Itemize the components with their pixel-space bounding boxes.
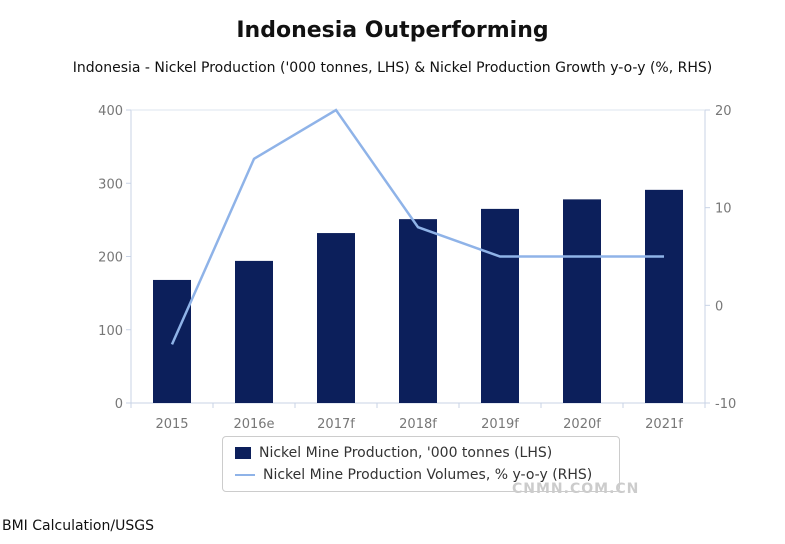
legend-label-bar: Nickel Mine Production, '000 tonnes (LHS… xyxy=(259,445,553,461)
chart-subtitle: Indonesia - Nickel Production ('000 tonn… xyxy=(72,60,713,76)
legend: Nickel Mine Production, '000 tonnes (LHS… xyxy=(222,436,620,492)
right-tick-label: 0 xyxy=(715,299,723,314)
x-tick-label: 2017f xyxy=(317,417,355,432)
x-tick-label: 2015 xyxy=(155,417,188,432)
legend-item-line: Nickel Mine Production Volumes, % y-o-y … xyxy=(235,467,592,483)
left-tick-label: 200 xyxy=(98,251,123,266)
right-tick-label: 20 xyxy=(715,104,732,119)
bar-2017f xyxy=(317,233,355,403)
right-tick-label: 10 xyxy=(715,202,732,217)
bar-2020f xyxy=(563,199,601,403)
legend-swatch-line xyxy=(235,474,255,476)
left-tick-label: 300 xyxy=(98,177,123,192)
left-tick-label: 400 xyxy=(98,104,123,119)
bar-2019f xyxy=(481,208,519,403)
bar-2018f xyxy=(399,219,437,403)
legend-swatch-bar xyxy=(235,447,251,459)
x-tick-label: 2020f xyxy=(563,417,601,432)
x-tick-label: 2021f xyxy=(645,417,683,432)
legend-item-bar: Nickel Mine Production, '000 tonnes (LHS… xyxy=(235,445,552,461)
bar-2016e xyxy=(235,260,273,403)
x-tick-label: 2018f xyxy=(399,417,437,432)
chart-title: Indonesia Outperforming xyxy=(236,18,549,43)
left-tick-label: 0 xyxy=(115,397,123,412)
left-tick-label: 100 xyxy=(98,324,123,339)
legend-label-line: Nickel Mine Production Volumes, % y-o-y … xyxy=(263,467,593,483)
right-tick-label: -10 xyxy=(715,397,736,412)
x-tick-label: 2016e xyxy=(233,417,274,432)
bar-2021f xyxy=(645,189,683,403)
source-note: BMI Calculation/USGS xyxy=(2,518,154,534)
x-tick-label: 2019f xyxy=(481,417,519,432)
watermark: CNMN.COM.CN xyxy=(512,481,640,497)
